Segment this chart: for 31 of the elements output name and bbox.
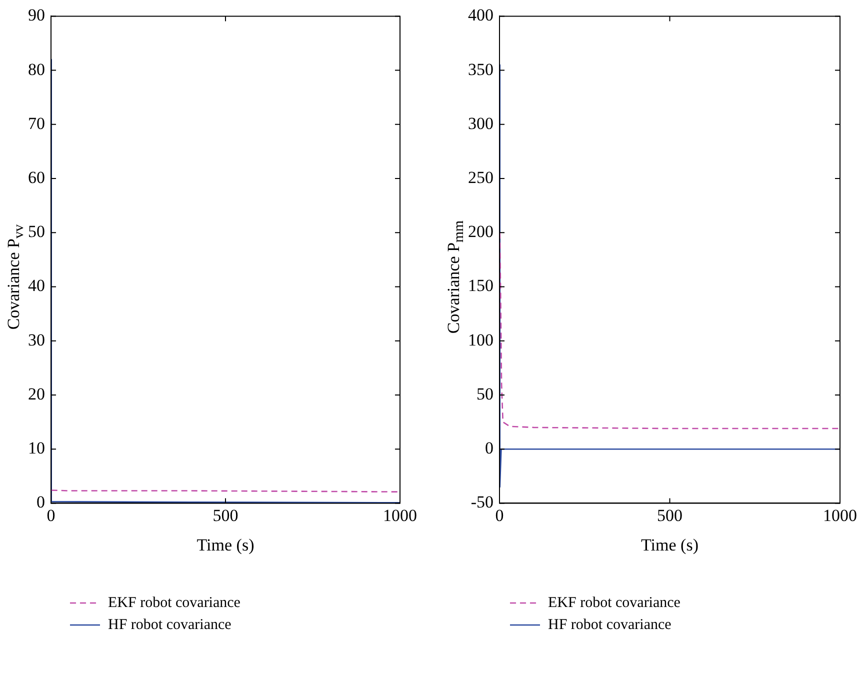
y-tick-label: -50 [470,492,494,512]
y-tick-label: 400 [468,6,494,25]
y-tick-label: 80 [28,60,45,79]
y-tick-label: 90 [28,6,45,25]
y-tick-label: 100 [468,330,494,350]
x-axis-title: Time (s) [641,535,698,554]
y-tick-label: 70 [28,114,45,133]
x-tick-label: 1000 [383,506,417,525]
y-tick-label: 200 [468,222,494,242]
y-tick-label: 20 [28,384,45,404]
y-tick-label: 10 [28,438,45,458]
legend-label: EKF robot covariance [548,594,680,612]
x-tick-label: 500 [212,506,238,525]
x-tick-label: 1000 [823,506,857,525]
y-tick-label: 250 [468,168,494,187]
legend-label: HF robot covariance [108,616,232,634]
y-tick-label: 0 [485,438,494,458]
y-tick-label: 0 [36,492,45,512]
x-axis-title: Time (s) [196,535,254,554]
x-tick-label: 500 [657,506,682,525]
line-series [500,232,840,430]
legend-label: EKF robot covariance [108,594,240,612]
y-tick-label: 350 [468,60,494,79]
y-tick-label: 50 [476,384,494,404]
legend-label: HF robot covariance [548,616,672,634]
y-tick-label: 30 [28,330,45,350]
y-tick-label: 40 [28,276,45,296]
y-tick-label: 50 [28,222,45,242]
y-tick-label: 150 [468,276,494,296]
y-tick-label: 300 [468,114,494,133]
y-tick-label: 60 [28,168,45,187]
